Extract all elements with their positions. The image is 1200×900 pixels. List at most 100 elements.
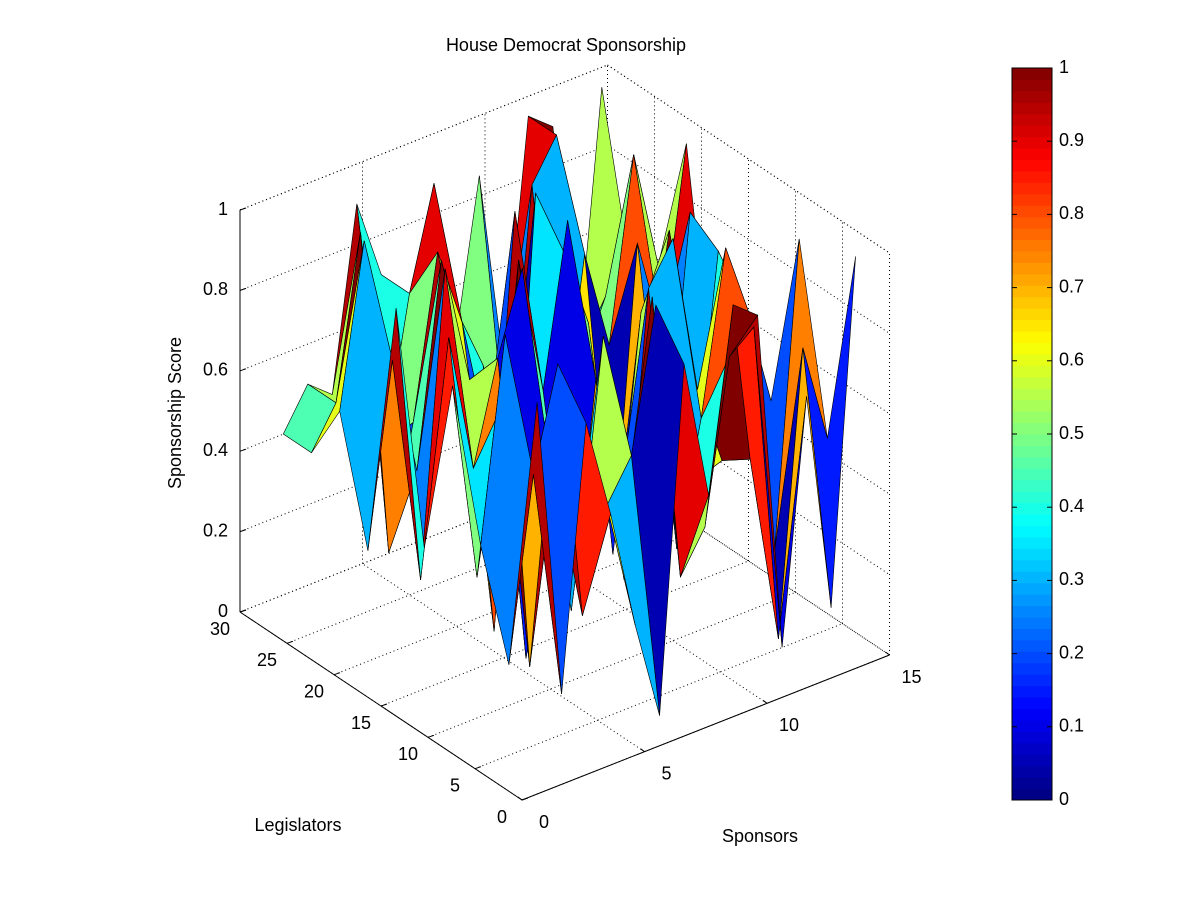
- colorbar-swatch: [1012, 685, 1052, 698]
- colorbar-tick-label: 0.3: [1059, 569, 1084, 589]
- colorbar-swatch: [1012, 273, 1052, 286]
- x-tick-label: 10: [779, 715, 799, 735]
- grid-line: [607, 64, 890, 254]
- colorbar-swatch: [1012, 79, 1052, 92]
- colorbar-swatch: [1012, 582, 1052, 595]
- chart-title: House Democrat Sponsorship: [446, 35, 686, 55]
- z-tick-label: 0.2: [203, 520, 228, 540]
- colorbar-tick-label: 0: [1059, 789, 1069, 809]
- grid-line: [607, 144, 890, 334]
- colorbar-swatch: [1012, 491, 1052, 504]
- z-tick: [239, 368, 247, 372]
- colorbar-swatch: [1012, 193, 1052, 206]
- z-tick: [239, 529, 247, 533]
- colorbar-swatch: [1012, 708, 1052, 721]
- x-tick: [640, 748, 645, 753]
- y-tick-label: 10: [398, 744, 418, 764]
- colorbar-swatch: [1012, 159, 1052, 172]
- colorbar-swatch: [1012, 228, 1052, 241]
- colorbar-swatch: [1012, 376, 1052, 389]
- z-tick-label: 1: [218, 199, 228, 219]
- x-tick-label: 0: [539, 812, 549, 832]
- colorbar-swatch: [1012, 170, 1052, 183]
- colorbar-swatch: [1012, 216, 1052, 229]
- colorbar-swatch: [1012, 468, 1052, 481]
- x-tick: [762, 699, 768, 704]
- colorbar-swatch: [1012, 731, 1052, 744]
- y-tick-label: 30: [210, 619, 230, 639]
- y-tick-label: 20: [304, 681, 324, 701]
- colorbar-swatch: [1012, 262, 1052, 275]
- colorbar-swatch: [1012, 651, 1052, 664]
- colorbar-swatch: [1012, 68, 1052, 80]
- colorbar-swatch: [1012, 502, 1052, 515]
- colorbar-swatch: [1012, 697, 1052, 709]
- colorbar-swatch: [1012, 113, 1052, 126]
- x-axis-label: Sponsors: [722, 826, 798, 846]
- surface-layer: [282, 87, 856, 716]
- y-tick: [380, 703, 388, 707]
- z-tick-label: 0.4: [203, 440, 228, 460]
- colorbar-swatch: [1012, 331, 1052, 343]
- colorbar-swatch: [1012, 594, 1052, 607]
- colorbar-swatch: [1012, 456, 1052, 469]
- colorbar-tick-label: 1: [1059, 57, 1069, 77]
- grid-line: [362, 563, 645, 753]
- colorbar-swatch: [1012, 365, 1052, 378]
- colorbar-tick-label: 0.6: [1059, 350, 1084, 370]
- colorbar-swatch: [1012, 639, 1052, 652]
- colorbar-swatch: [1012, 353, 1052, 366]
- z-tick-label: 0: [218, 601, 228, 621]
- x-tick-label: 5: [661, 763, 671, 783]
- colorbar-swatch: [1012, 514, 1052, 526]
- z-tick-label: 0.6: [203, 360, 228, 380]
- colorbar-swatch: [1012, 399, 1052, 412]
- grid-line: [484, 514, 768, 704]
- z-tick: [239, 287, 247, 291]
- x-tick-label: 15: [901, 667, 921, 687]
- colorbar-tick-label: 0.1: [1059, 716, 1084, 736]
- z-tick: [239, 609, 247, 613]
- colorbar-swatch: [1012, 125, 1052, 138]
- y-tick-label: 0: [497, 807, 507, 827]
- colorbar-swatch: [1012, 148, 1052, 160]
- colorbar-tick-label: 0.4: [1059, 496, 1084, 516]
- colorbar: 0 0.1 0.2 0.3 0.4 0.5 0.6 0.7 0.8 0.9 1: [1011, 57, 1084, 809]
- colorbar-swatch: [1012, 525, 1052, 538]
- colorbar-swatch: [1012, 571, 1052, 584]
- colorbar-tick-label: 0.7: [1059, 276, 1084, 296]
- colorbar-swatch: [1012, 182, 1052, 195]
- surface-face: [508, 402, 562, 695]
- colorbar-swatch: [1012, 765, 1052, 778]
- z-tick: [239, 207, 247, 211]
- colorbar-swatch: [1012, 205, 1052, 218]
- colorbar-swatch: [1012, 605, 1052, 618]
- colorbar-swatch: [1012, 617, 1052, 629]
- colorbar-swatch: [1012, 445, 1052, 458]
- y-axis-label: Legislators: [254, 815, 341, 835]
- colorbar-swatch: [1012, 342, 1052, 355]
- z-axis-label: Sponsorship Score: [165, 337, 185, 489]
- colorbar-swatch: [1012, 754, 1052, 767]
- colorbar-tick-label: 0.5: [1059, 423, 1084, 443]
- colorbar-swatch: [1012, 628, 1052, 641]
- colorbar-swatch: [1012, 742, 1052, 755]
- colorbar-swatch: [1012, 411, 1052, 424]
- colorbar-swatch: [1012, 388, 1052, 401]
- y-tick-label: 15: [351, 713, 371, 733]
- colorbar-swatch: [1012, 239, 1052, 252]
- colorbar-swatch: [1012, 296, 1052, 309]
- colorbar-swatch: [1012, 536, 1052, 549]
- colorbar-swatch: [1012, 777, 1052, 790]
- z-tick-label: 0.8: [203, 279, 228, 299]
- y-tick: [427, 734, 435, 738]
- y-tick: [286, 640, 294, 644]
- colorbar-swatch: [1012, 319, 1052, 332]
- y-axis: [239, 611, 523, 801]
- colorbar-swatch: [1012, 719, 1052, 732]
- x-axis: [521, 654, 890, 801]
- z-tick: [239, 448, 247, 452]
- colorbar-swatch: [1012, 434, 1052, 446]
- y-tick-label: 25: [257, 650, 277, 670]
